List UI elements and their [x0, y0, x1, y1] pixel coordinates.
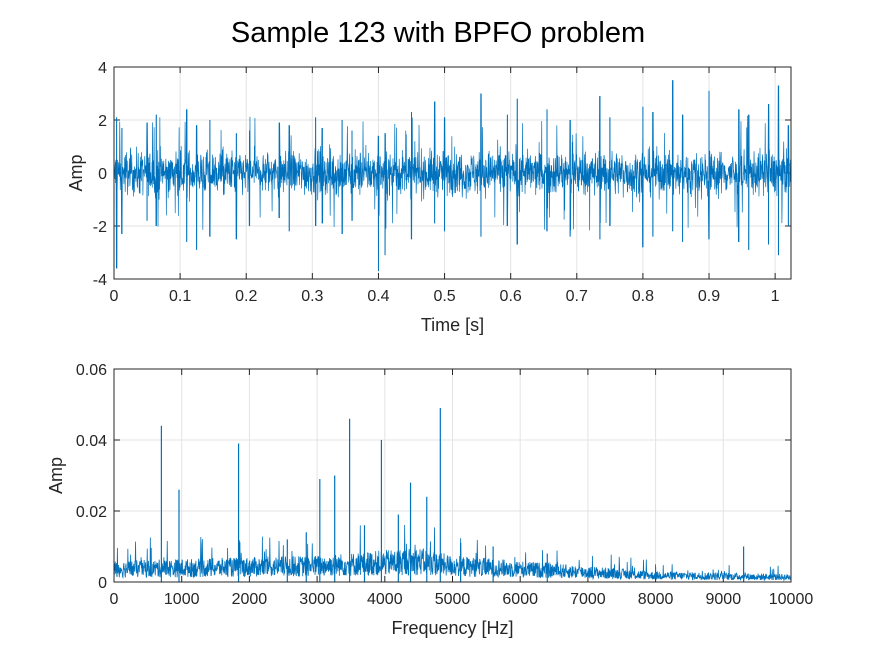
x-tick-label: 6000 — [502, 591, 538, 608]
y-tick-label: -4 — [93, 272, 107, 289]
x-tick-label: 0 — [110, 591, 119, 608]
x-tick-label: 5000 — [435, 591, 471, 608]
y-tick-label: -2 — [93, 219, 107, 236]
x-tick-label: 1000 — [164, 591, 200, 608]
axes-frame — [113, 66, 792, 280]
frequency-spectrum-plot: 0 1000 2000 3000 4000 5000 6000 7000 8000 9000 100… — [46, 362, 813, 638]
x-axis-label: Time [s] — [421, 315, 484, 335]
y-tick-label: 4 — [98, 60, 107, 77]
x-tick-label: 0.3 — [301, 288, 323, 305]
y-tick-label: 0.04 — [76, 433, 107, 450]
y-tick-label: 0.06 — [76, 362, 107, 379]
x-tick-label: 0.6 — [500, 288, 522, 305]
x-tick-label: 3000 — [299, 591, 335, 608]
x-tick-label: 0.4 — [367, 288, 389, 305]
x-tick-label: 9000 — [706, 591, 742, 608]
x-axis-label: Frequency [Hz] — [391, 618, 513, 638]
x-tick-label: 0 — [110, 288, 119, 305]
x-tick-label: 0.5 — [433, 288, 455, 305]
x-tick-label: 4000 — [367, 591, 403, 608]
axes-frame — [113, 368, 792, 583]
x-tick-label: 10000 — [769, 591, 814, 608]
time-domain-plot: 0 0.1 0.2 0.3 0.4 0.5 0.6 0.7 0.8 0.9 1 -4 -2 0 2 4 Time… — [66, 60, 792, 335]
x-tick-label: 0.1 — [169, 288, 191, 305]
y-tick-label: 0.02 — [76, 504, 107, 521]
y-tick-label: 0 — [98, 166, 107, 183]
x-tick-label: 7000 — [570, 591, 606, 608]
x-tick-label: 0.2 — [235, 288, 257, 305]
x-tick-label: 0.9 — [698, 288, 720, 305]
y-tick-label: 0 — [98, 575, 107, 592]
figure-title: Sample 123 with BPFO problem — [231, 17, 645, 49]
y-axis-label: Amp — [66, 154, 86, 191]
x-tick-label: 0.7 — [566, 288, 588, 305]
y-axis-label: Amp — [46, 457, 66, 494]
y-tick-label: 2 — [98, 113, 107, 130]
x-tick-label: 2000 — [232, 591, 268, 608]
x-tick-label: 1 — [771, 288, 780, 305]
x-tick-label: 8000 — [638, 591, 674, 608]
spectrum-line — [113, 525, 792, 582]
x-tick-label: 0.8 — [632, 288, 654, 305]
time-signal-line — [113, 80, 792, 272]
